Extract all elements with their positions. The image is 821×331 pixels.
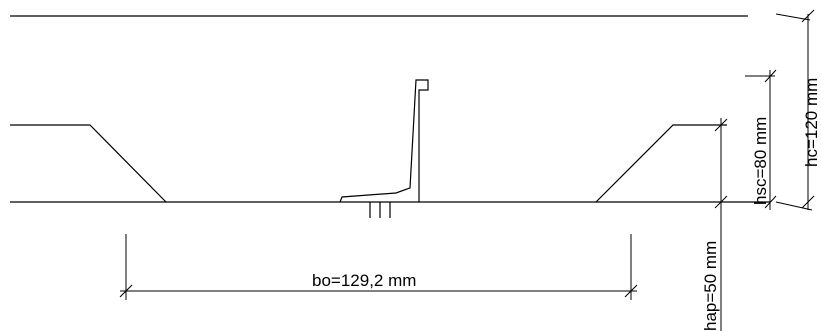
- hc-label: hc=120 mm: [802, 78, 821, 167]
- hsc-dimension: [745, 69, 777, 210]
- hap-label: hap=50 mm: [701, 241, 720, 331]
- bo-label: bo=129,2 mm: [312, 271, 416, 290]
- hap-dimension: [714, 118, 728, 331]
- hsc-label: hsc=80 mm: [751, 117, 770, 205]
- right-rib-outline: [595, 124, 727, 203]
- hc-dimension: [775, 9, 815, 211]
- shear-stud-connector: [339, 79, 429, 218]
- left-rib-outline: [10, 124, 167, 203]
- bo-dimension: [119, 234, 638, 300]
